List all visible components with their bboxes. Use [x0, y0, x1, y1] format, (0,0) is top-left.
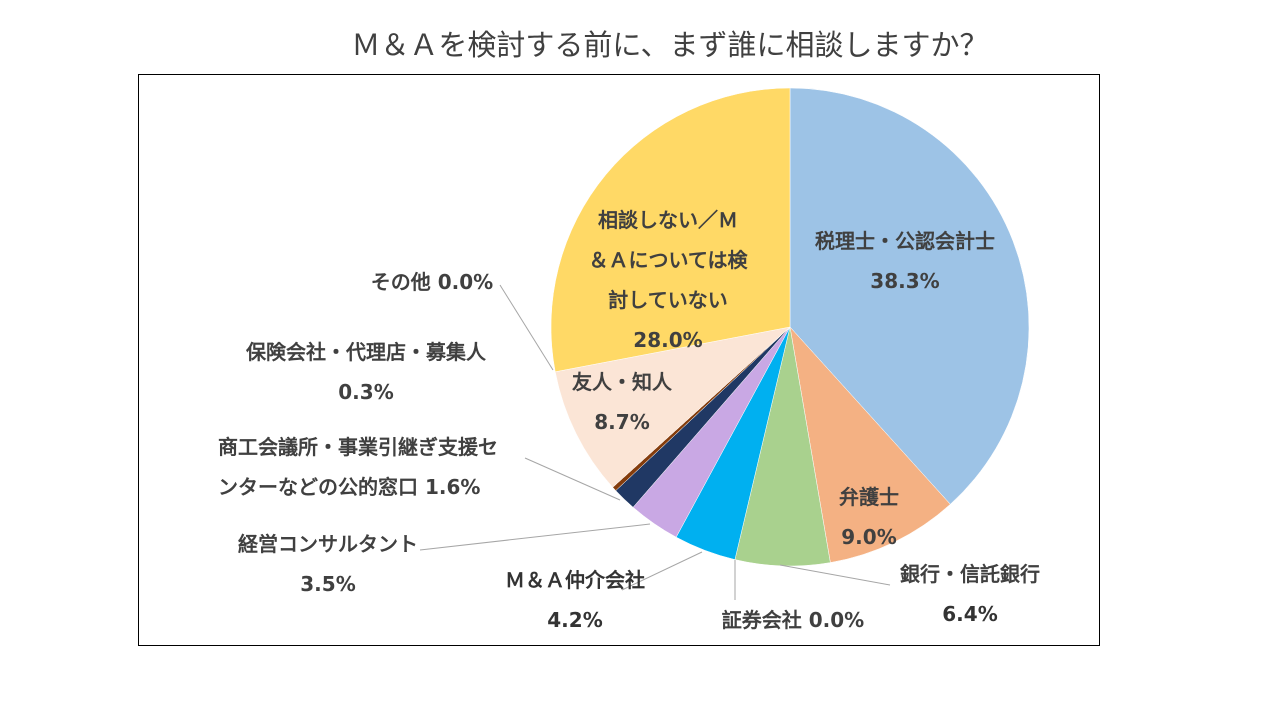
label-name: その他 0.0% [370, 270, 494, 294]
label-value: 28.0% [633, 328, 703, 352]
label-name: 経営コンサルタント [238, 532, 418, 556]
label-value: 38.3% [870, 269, 940, 293]
label-value: 3.5% [300, 572, 356, 596]
leader-line-sonota [499, 284, 554, 371]
label-name: Ｍ＆Ａ仲介会社 [505, 568, 645, 592]
label-name: 弁護士 [839, 485, 899, 509]
label-name-1: 相談しない／Ｍ [598, 208, 738, 232]
label-name-2: ＆Ａについては検 [588, 248, 748, 272]
label-name: 商工会議所・事業引継ぎ支援セ [218, 435, 498, 459]
label-sonota: その他 0.0% [371, 262, 493, 302]
label-ginko: 銀行・信託銀行 6.4% [900, 554, 1040, 634]
label-name: 税理士・公認会計士 [815, 229, 995, 253]
label-name: 銀行・信託銀行 [900, 562, 1040, 586]
label-value: ンターなどの公的窓口 1.6% [218, 475, 481, 499]
pie-slice-1 [789, 326, 951, 563]
label-value: 6.4% [942, 602, 998, 626]
label-bengoshi: 弁護士 9.0% [839, 477, 899, 557]
pie-slice-10 [550, 87, 791, 373]
label-nashi: 相談しない／Ｍ ＆Ａについては検 討していない 28.0% [589, 200, 748, 360]
label-chukai: Ｍ＆Ａ仲介会社 4.2% [505, 560, 645, 640]
pie-slice-8 [554, 326, 791, 488]
chart-title: Ｍ＆Ａを検討する前に、まず誰に相談しますか？ [351, 28, 989, 62]
leader-line-ginko [779, 564, 891, 586]
label-name-3: 討していない [608, 288, 728, 312]
label-name: 証券会社 0.0% [721, 608, 865, 632]
leader-line-consul [419, 523, 651, 551]
label-value: 8.7% [594, 410, 650, 434]
label-zeirishi: 税理士・公認会計士 38.3% [815, 221, 995, 301]
label-hoken: 保険会社・代理店・募集人 0.3% [246, 332, 486, 412]
label-value: 9.0% [841, 525, 897, 549]
label-shoko: 商工会議所・事業引継ぎ支援セ ンターなどの公的窓口 1.6% [218, 427, 498, 507]
leader-lines [419, 284, 891, 600]
leader-line-shoko [524, 457, 621, 501]
label-value: 4.2% [547, 608, 603, 632]
pie-slice-0 [789, 87, 1030, 505]
label-consul: 経営コンサルタント 3.5% [238, 524, 418, 604]
label-yujin: 友人・知人 8.7% [572, 362, 672, 442]
label-shoken: 証券会社 0.0% [722, 600, 864, 640]
label-name: 保険会社・代理店・募集人 [246, 340, 486, 364]
label-value: 0.3% [338, 380, 394, 404]
label-name: 友人・知人 [572, 370, 672, 394]
leader-line-chukai [621, 551, 703, 591]
chart-frame [138, 74, 1100, 646]
